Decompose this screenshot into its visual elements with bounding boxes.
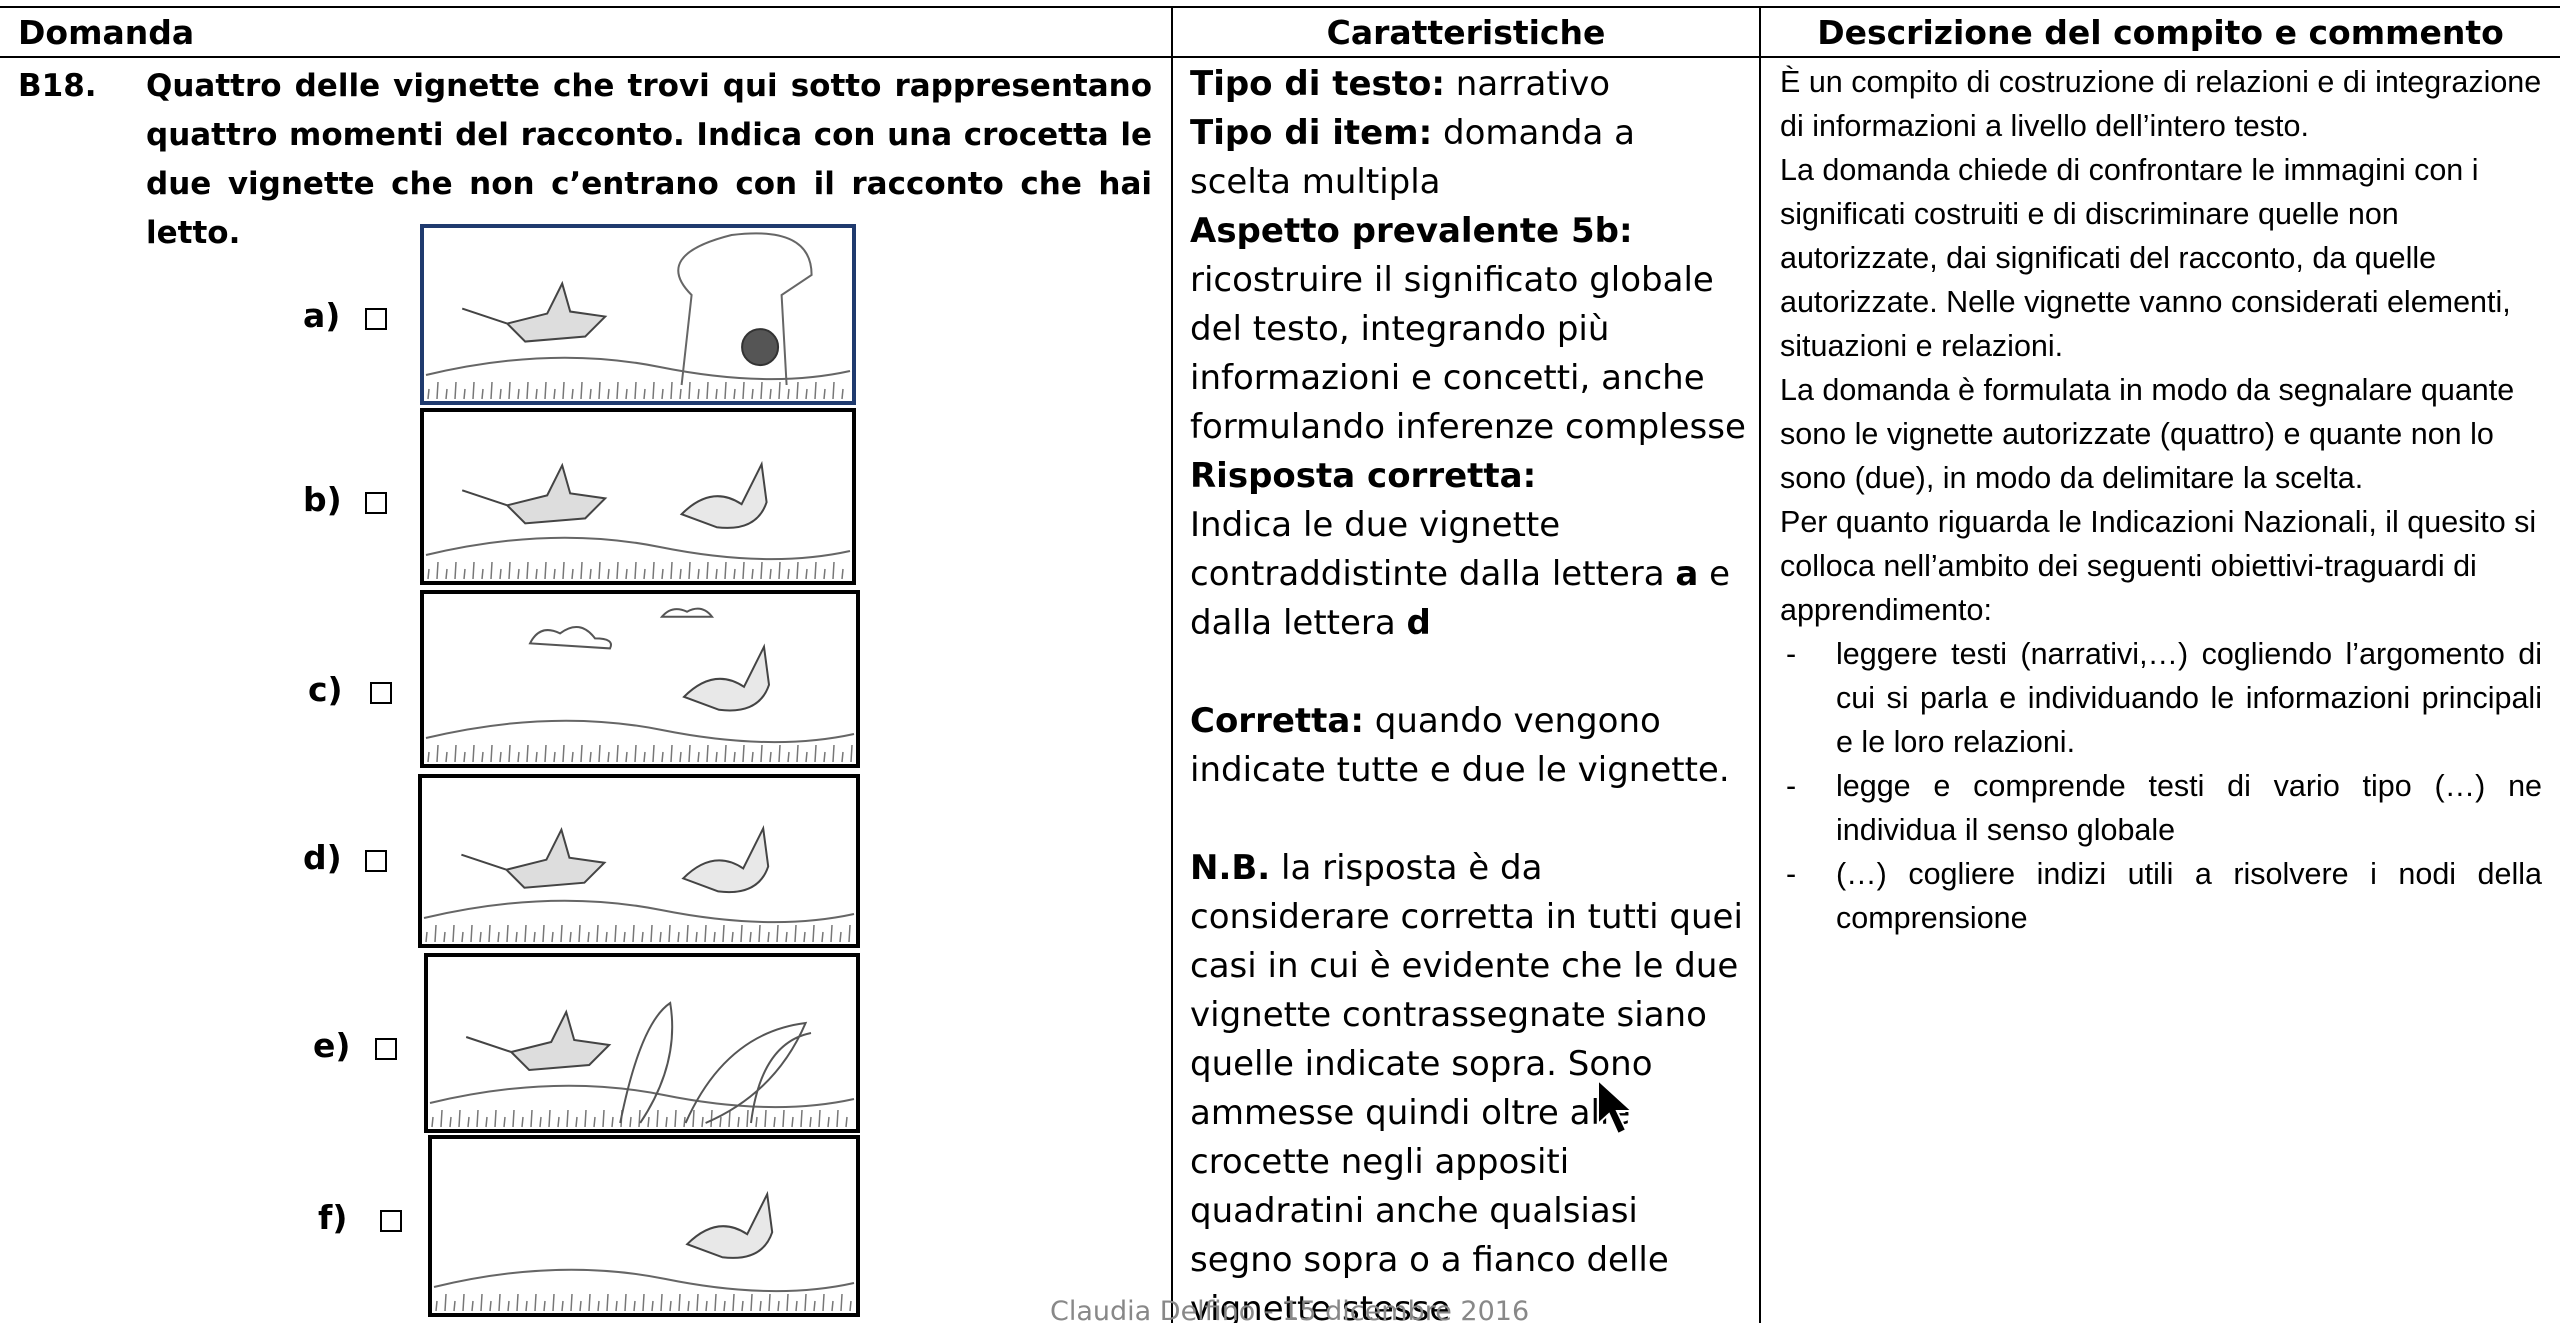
sketch-hare [682, 643, 771, 712]
option-label: c) [308, 670, 343, 709]
sketch-hill [425, 719, 855, 744]
vignette-frame [418, 774, 860, 948]
vignette [418, 774, 860, 948]
header-cell: Descrizione del compito e commento [1817, 13, 2504, 52]
bold-text: N.B. [1190, 848, 1271, 888]
vignette-frame [428, 1135, 860, 1317]
characteristic: Tipo di item: domanda a scelta multipla [1190, 109, 1746, 207]
header-cell: Domanda [18, 13, 195, 52]
text: e dalla lettera [1190, 554, 1731, 643]
question-number: B18. [18, 68, 97, 104]
question-text: Quattro delle vignette che trovi qui sot… [146, 68, 1152, 251]
sketch-grass [431, 1109, 848, 1128]
bold-text: Tipo di item: [1190, 113, 1433, 153]
text: quando vengono indicate tutte e due le v… [1190, 701, 1730, 790]
sketch-cloud [528, 607, 715, 650]
bold-text: Risposta corretta: [1190, 456, 1537, 496]
option-label: f) [318, 1198, 348, 1237]
sketch-fox [461, 462, 608, 525]
sketch-grass [435, 1293, 852, 1312]
description-paragraph: La domanda è formulata in modo da segnal… [1780, 373, 2515, 495]
option-label: b) [303, 480, 342, 519]
vignette [420, 408, 856, 585]
checkbox [375, 1038, 397, 1060]
vignette-frame [420, 590, 860, 768]
text: domanda a scelta multipla [1190, 113, 1635, 202]
sketch-grass [427, 744, 853, 763]
description: È un compito di costruzione di relazioni… [1780, 60, 2542, 940]
sketch-fox [465, 1009, 612, 1072]
characteristic: Tipo di testo: narrativo [1190, 60, 1746, 109]
sketch-hill [423, 899, 855, 924]
sketch-leaves [619, 1001, 812, 1124]
sketch-tree [677, 232, 813, 386]
sketch-hill [433, 1268, 855, 1293]
option-label: e) [313, 1026, 351, 1065]
bold-text: a [1675, 554, 1699, 594]
characteristic: Corretta: quando vengono indicate tutte … [1190, 697, 1746, 795]
checkbox [365, 850, 387, 872]
characteristic: Indica le due vignette contraddistinte d… [1190, 501, 1746, 648]
vignette-frame [420, 408, 856, 585]
sketch-grass [427, 381, 844, 400]
checkbox [365, 492, 387, 514]
sketch-grass [425, 924, 851, 943]
text: Indica le due vignette contraddistinte d… [1190, 505, 1676, 594]
sketch-hill [425, 536, 851, 561]
objective-item: leggere testi (narrativi,…) cogliendo l’… [1780, 632, 2542, 764]
sketch-hill [425, 356, 851, 381]
objective-item: (…) cogliere indizi utili a risolvere i … [1780, 852, 2542, 940]
objective-item: legge e comprende testi di vario tipo (…… [1780, 764, 2542, 852]
header-bottom-border [0, 56, 2560, 58]
vignette [428, 1135, 860, 1317]
description-paragraph: È un compito di costruzione di relazioni… [1780, 65, 2542, 143]
sketch-hare [679, 460, 768, 529]
bold-text: Corretta: [1190, 701, 1364, 741]
description-paragraph: La domanda chiede di confrontare le imma… [1780, 153, 2511, 363]
text: narrativo [1444, 64, 1611, 104]
bold-text: Tipo di testo: [1190, 64, 1445, 104]
sketch-fox [461, 280, 608, 343]
characteristic: N.B. la risposta è da considerare corret… [1190, 844, 1746, 1323]
objectives-list: leggere testi (narrativi,…) cogliendo l’… [1780, 632, 2542, 940]
vignette [420, 224, 856, 405]
column-divider [1171, 6, 1173, 1323]
table-top-border [0, 6, 2560, 8]
vignette [424, 953, 860, 1133]
mouse-cursor [1597, 1078, 1635, 1136]
bold-text: Aspetto prevalente 5b: [1190, 211, 1633, 251]
vignette-frame [420, 224, 856, 405]
checkbox [370, 682, 392, 704]
vignette [420, 590, 860, 768]
text: ricostruire il significato globale del t… [1190, 260, 1746, 447]
header-cell: Caratteristiche [1326, 13, 1606, 52]
option-label: a) [303, 296, 341, 335]
column-divider [1759, 6, 1761, 1323]
characteristics: Tipo di testo: narrativo Tipo di item: do… [1190, 60, 1746, 1323]
characteristic: Risposta corretta: [1190, 452, 1746, 501]
footer: Claudia Delfino - 15 dicembre 2016 [1050, 1296, 1530, 1323]
sketch-hare [681, 825, 770, 894]
sketch-ball [741, 328, 780, 367]
checkbox [380, 1210, 402, 1232]
characteristic: Aspetto prevalente 5b: ricostruire il si… [1190, 207, 1746, 452]
option-label: d) [303, 838, 342, 877]
bold-text: d [1406, 603, 1431, 643]
sketch-grass [427, 561, 844, 580]
checkbox [365, 308, 387, 330]
sketch-fox [461, 826, 607, 889]
text: la risposta è da considerare corretta in… [1190, 848, 1743, 1323]
description-paragraph: Per quanto riguarda le Indicazioni Nazio… [1780, 505, 2537, 627]
sketch-hill [429, 1084, 855, 1109]
sketch-hare [685, 1190, 774, 1259]
